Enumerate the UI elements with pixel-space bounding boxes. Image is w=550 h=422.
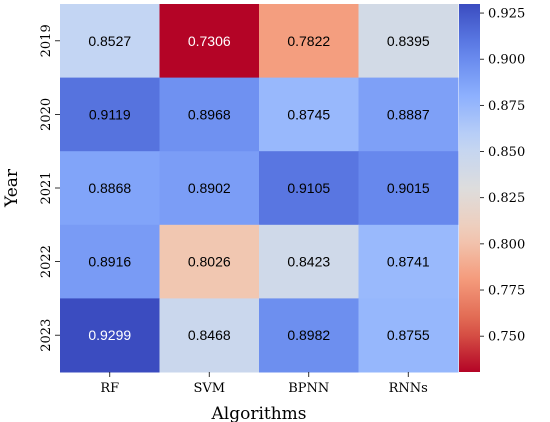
cell-value-label-2023-RF: 0.9299 — [88, 327, 131, 343]
heatmap-cell-2023-RNNs — [358, 298, 459, 373]
cell-value-label-2021-SVM: 0.8902 — [188, 180, 231, 196]
x-tick-label-SVM: SVM — [193, 381, 225, 396]
y-tick-label-2019: 2019 — [39, 24, 54, 57]
colorbar-tick-label-0.800: 0.800 — [488, 237, 525, 252]
heatmap-cell-2023-BPNN — [259, 298, 359, 373]
cell-value-label-2020-RF: 0.9119 — [89, 106, 131, 122]
heatmap-cell-2022-SVM — [159, 224, 260, 299]
heatmap-cells: 0.8527 0.7306 0.7822 0.8395 0.9119 0.8968 0.87… — [60, 4, 459, 373]
y-axis-title: Year — [2, 168, 22, 208]
heatmap-cell-2019-RF — [60, 4, 160, 79]
heatmap-cell-2019-SVM — [159, 4, 260, 79]
cell-value-label-2020-BPNN: 0.8745 — [287, 106, 330, 122]
heatmap-cell-2020-BPNN — [259, 77, 359, 152]
cell-value-label-2020-RNNs: 0.8887 — [387, 106, 430, 122]
cell-value-label-2019-RF: 0.8527 — [88, 33, 131, 49]
heatmap-cell-2022-BPNN — [259, 224, 359, 299]
cell-value-label-2022-BPNN: 0.8423 — [287, 254, 330, 270]
cell-value-label-2021-RF: 0.8868 — [88, 180, 131, 196]
heatmap-cell-2019-BPNN — [259, 4, 359, 79]
y-tick-label-2022: 2022 — [39, 245, 54, 278]
cell-value-label-2023-SVM: 0.8468 — [188, 327, 231, 343]
colorbar-tick-label-0.875: 0.875 — [488, 99, 525, 114]
heatmap-cell-2021-RF — [60, 151, 160, 226]
heatmap-cell-2020-RF — [60, 77, 160, 152]
x-tick-label-RNNs: RNNs — [389, 381, 428, 396]
cell-value-label-2019-BPNN: 0.7822 — [287, 33, 330, 49]
cell-value-label-2019-SVM: 0.7306 — [188, 33, 231, 49]
colorbar-tick-label-0.900: 0.900 — [488, 53, 525, 68]
heatmap-cell-2021-RNNs — [358, 151, 459, 226]
cell-value-label-2019-RNNs: 0.8395 — [387, 33, 430, 49]
heatmap-cell-2022-RF — [60, 224, 160, 299]
x-tick-label-BPNN: BPNN — [288, 381, 329, 396]
colorbar-tick-label-0.925: 0.925 — [488, 7, 525, 22]
colorbar-tick-label-0.775: 0.775 — [488, 284, 525, 299]
heatmap-cell-2019-RNNs — [358, 4, 459, 79]
heatmap-cell-2022-RNNs — [358, 224, 459, 299]
cell-value-label-2022-RNNs: 0.8741 — [387, 254, 430, 270]
cell-value-label-2021-BPNN: 0.9105 — [287, 180, 330, 196]
colorbar-tick-label-0.750: 0.750 — [488, 330, 525, 345]
x-axis-ticks: RF SVM BPNN RNNs — [100, 372, 428, 396]
colorbar: 0.750 0.775 0.800 0.825 0.850 0.875 0.900 0.925 — [459, 4, 525, 372]
y-tick-label-2020: 2020 — [39, 98, 54, 131]
heatmap-cell-2023-SVM — [159, 298, 260, 373]
heatmap-cell-2020-RNNs — [358, 77, 459, 152]
y-tick-label-2021: 2021 — [39, 171, 54, 204]
colorbar-tick-label-0.825: 0.825 — [488, 191, 525, 206]
cell-value-label-2023-RNNs: 0.8755 — [387, 327, 430, 343]
heatmap-cell-2021-BPNN — [259, 151, 359, 226]
colorbar-tick-label-0.850: 0.850 — [488, 145, 525, 160]
cell-value-label-2022-RF: 0.8916 — [88, 254, 131, 270]
colorbar-gradient — [459, 4, 480, 372]
y-tick-label-2023: 2023 — [39, 319, 54, 352]
heatmap-cell-2020-SVM — [159, 77, 260, 152]
cell-value-label-2020-SVM: 0.8968 — [188, 106, 231, 122]
cell-value-label-2021-RNNs: 0.9015 — [387, 180, 430, 196]
heatmap-cell-2021-SVM — [159, 151, 260, 226]
cell-value-label-2022-SVM: 0.8026 — [188, 254, 231, 270]
cell-value-label-2023-BPNN: 0.8982 — [287, 327, 330, 343]
y-axis-ticks: 2019 2020 2021 2022 2023 — [39, 24, 60, 352]
heatmap-cell-2023-RF — [60, 298, 160, 373]
x-axis-title: Algorithms — [210, 404, 306, 422]
x-tick-label-RF: RF — [100, 381, 119, 396]
